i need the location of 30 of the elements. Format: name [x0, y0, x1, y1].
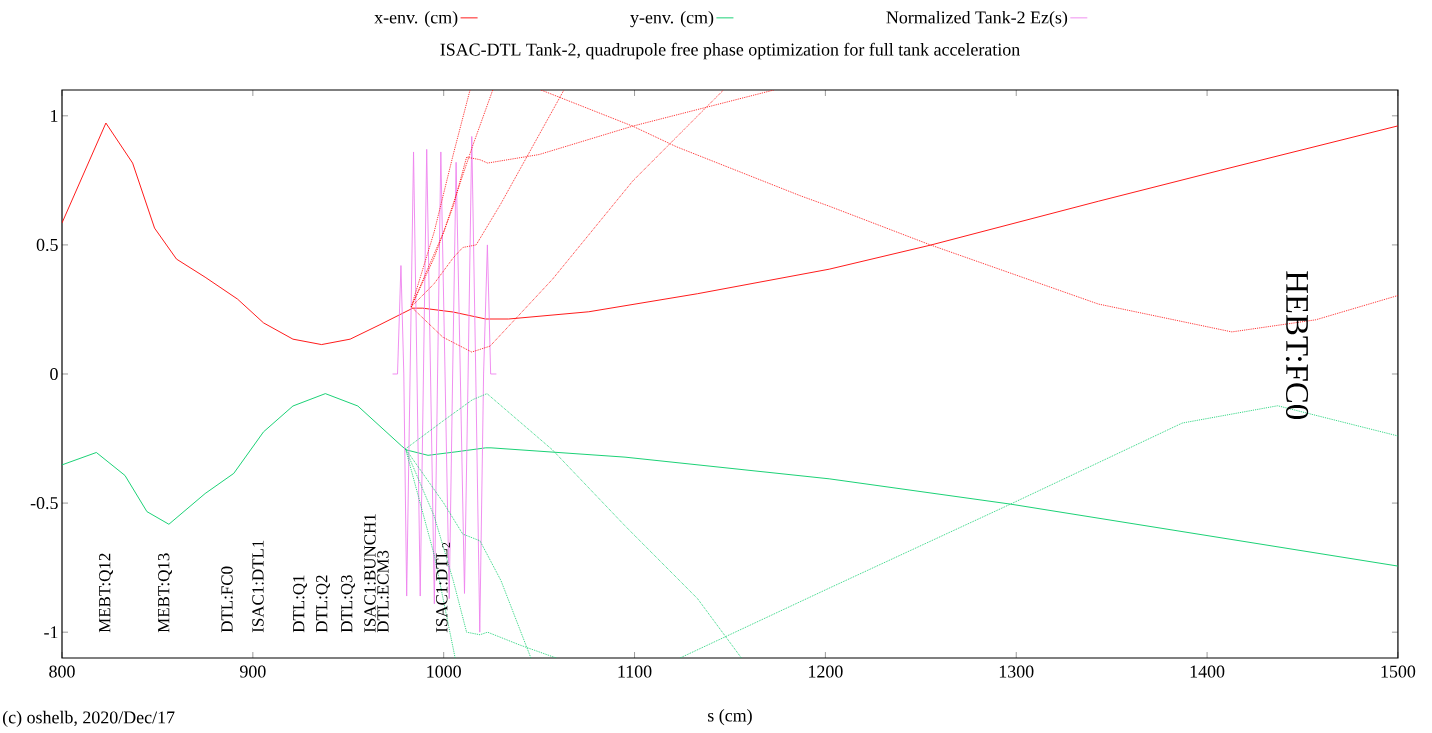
x-tick-label: 1200	[809, 665, 843, 678]
annotation: DTL:Q2	[316, 575, 330, 633]
text: (c) oshelb, 2020/Dec/17	[2, 710, 175, 728]
legend-label: y-env. (cm)	[630, 10, 714, 28]
annotation: HEBT:FC0	[1285, 271, 1309, 419]
chart-title: ISAC-DTL Tank-2, quadrupole free phase optimization for full tank acceleration	[440, 42, 1020, 60]
annotation: DTL:FC0	[221, 566, 233, 633]
legend-label: x-env. (cm)	[374, 10, 458, 28]
y-tick-label: -1	[44, 626, 58, 639]
legend-label: Normalized Tank-2 Ez(s)	[886, 10, 1068, 28]
x-tick-label: 1100	[618, 665, 652, 678]
y-tick-label: -0.5	[30, 497, 58, 510]
annotation: DTL:Q1	[293, 575, 307, 633]
x-tick-label: 800	[49, 665, 75, 678]
x-tick-label: 1500	[1381, 665, 1416, 678]
annotation: ISAC1:BUNCH1	[364, 514, 376, 633]
y-tick-label: 1	[51, 109, 58, 122]
annotation: MEBT:Q13	[158, 553, 172, 633]
y-tick-label: 0.5	[36, 238, 58, 251]
x-tick-label: 1400	[1190, 665, 1225, 678]
annotation: ISAC1:DTL$_{2}$	[436, 542, 450, 633]
x-tick-label: 1000	[427, 665, 461, 678]
annotation: ISAC1:DTL1	[252, 540, 264, 633]
x-tick-label: 1300	[999, 665, 1034, 678]
annotation: DTL:Q3	[341, 575, 355, 633]
x-tick-label: 900	[239, 665, 266, 678]
y-tick-label: 0	[50, 367, 58, 381]
annotation: DTL:ECM3	[377, 550, 389, 633]
annotation: MEBT:Q12	[99, 553, 113, 633]
x-axis-title: s (cm)	[708, 708, 752, 726]
